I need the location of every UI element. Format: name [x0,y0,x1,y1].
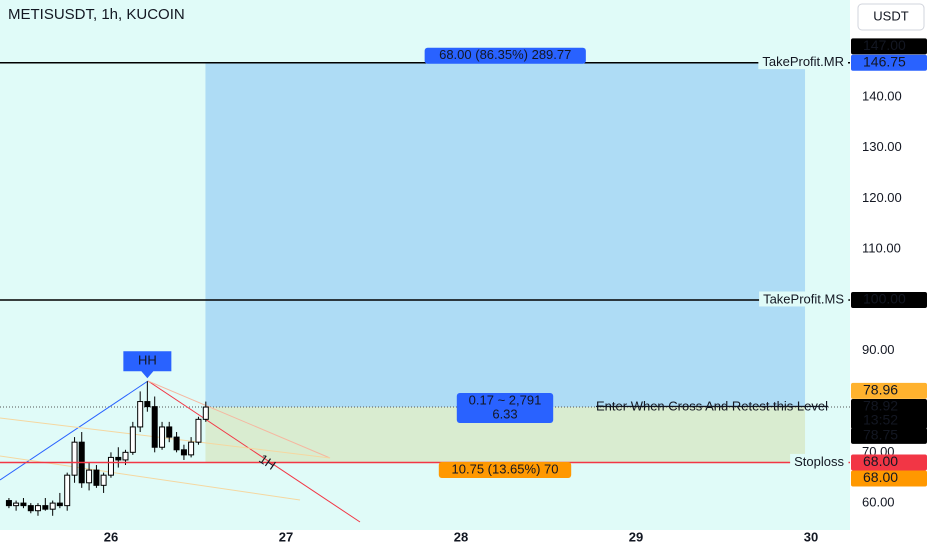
x-tick-label: 27 [279,529,293,544]
price-label: 78.75 [863,427,898,443]
fib-line [0,455,301,501]
info-box [456,393,554,423]
level-price: 100.00 [863,291,906,307]
countdown: 13:52 [863,412,898,428]
candle-body [86,469,93,484]
candle-body [122,451,129,461]
level-tag [851,54,927,71]
entry-text: Enter When Cross And Retest this Level [596,398,828,413]
trend-line [0,380,149,481]
y-tick-label: 140.00 [862,88,902,103]
candle-body [107,456,114,476]
info-box [424,47,586,64]
candle-body [49,502,56,510]
candle-body [173,436,180,451]
candle-body [42,505,49,510]
candle-body [34,505,41,512]
info-text: 68.00 (86.35%) 289.77 [439,47,571,62]
candle-body [115,456,122,461]
candle-body [56,502,63,507]
info-text: 6.33 [492,406,517,421]
candle-body [159,426,166,448]
level-tag [851,292,927,309]
level-name-bg [759,291,849,307]
info-text: 0.17 ~ 2,791 [469,392,542,407]
candle-body [166,426,173,438]
target-zone [205,62,806,408]
chart-title: METISUSDT, 1h, KUCOIN [8,6,185,23]
y-tick-label: 110.00 [862,241,901,256]
candle-body [129,426,136,453]
level-name-bg [790,453,849,469]
y-tick-label: 120.00 [862,190,902,205]
currency[interactable]: USDT [873,8,908,23]
price-tag [851,427,927,444]
pivot-tag [123,351,172,379]
level-price: 146.75 [863,53,906,69]
level-name: TakeProfit.MS [763,291,844,306]
price-label: 68.00 [863,469,898,485]
price-label: 78.96 [863,382,898,398]
candle-body [151,406,158,448]
candle-body [144,401,151,408]
level-name: Stoploss [794,454,844,469]
price-tag [851,399,927,430]
candle-body [202,406,209,420]
candle-body [13,502,20,507]
price-label: 147.00 [863,37,906,53]
candle-body [27,505,34,512]
y-tick-label: 90.00 [862,342,895,357]
candle-body [180,449,187,456]
candle-body [64,474,71,507]
x-tick-label: 30 [804,529,818,544]
info-text: 10.75 (13.65%) 70 [452,461,559,476]
candle-body [5,500,12,507]
y-tick-label: 130.00 [862,139,902,154]
x-tick-label: 26 [104,529,118,544]
pivot-label: HH [138,353,157,368]
candle-body [195,418,202,443]
price-tag [851,382,927,399]
y-tick-label: 60.00 [862,495,895,510]
level-name-bg [758,54,848,70]
fib-line [147,380,331,459]
x-tick-label: 29 [629,529,643,544]
candle-body [93,469,100,486]
x-tick-label: 28 [454,529,468,544]
candle-body [188,441,195,456]
candle-body [100,474,107,486]
candle-body [137,401,144,428]
level-name: TakeProfit.MR [762,54,844,69]
level-price: 68.00 [863,453,898,469]
price-label: 78.92 [863,398,898,414]
currency-button[interactable] [857,3,925,31]
price-tag [851,38,927,55]
level-tag [851,454,927,471]
candle-body [71,441,78,476]
info-box [438,462,572,478]
trend-line [147,380,361,523]
candle-body [20,502,27,507]
price-tag [851,470,927,487]
